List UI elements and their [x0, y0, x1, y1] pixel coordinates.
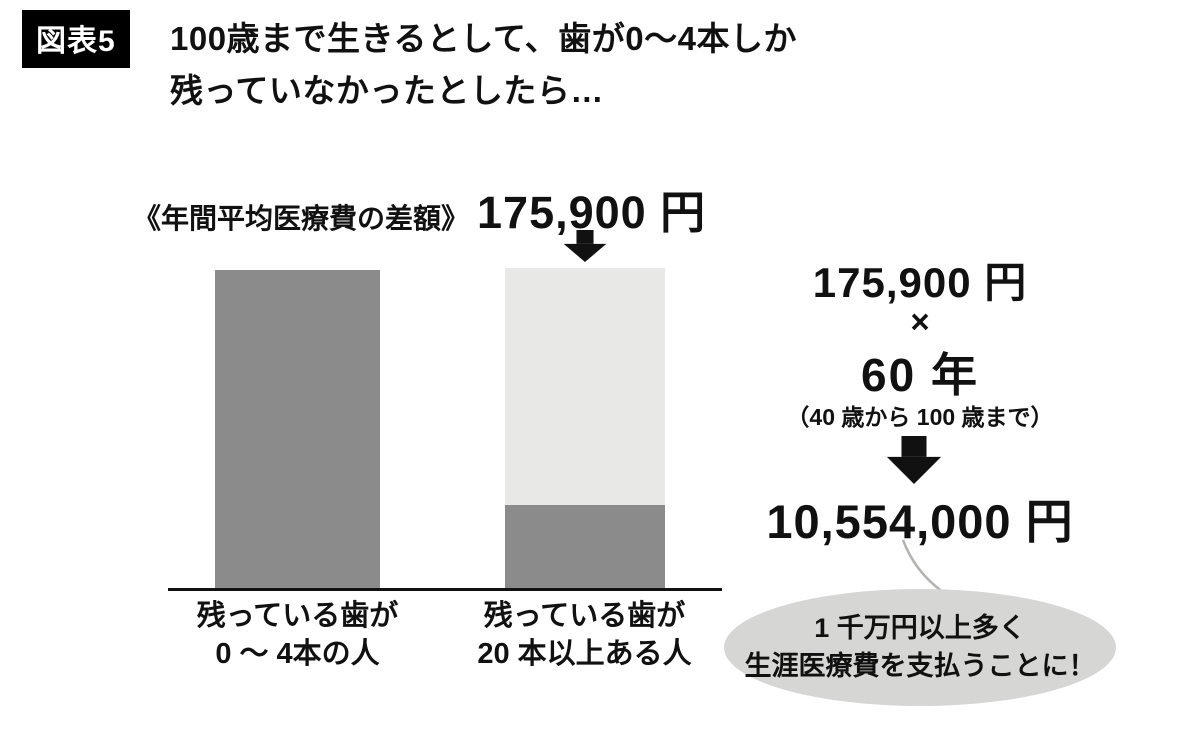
bar-label-teeth-20plus-line2: 20 本以上ある人	[477, 637, 692, 670]
calc-years: 60 年	[861, 349, 979, 401]
callout-line1: 1 千万円以上多く	[814, 612, 1026, 643]
bar-label-teeth-20plus-line1: 残っている歯が	[483, 600, 686, 632]
callout-ellipse: 1 千万円以上多く 生涯医療費を支払うことに！	[724, 589, 1116, 706]
down-arrow-icon	[563, 230, 607, 262]
callout-tail	[901, 539, 944, 594]
figure-title: 100歳まで生きるとして、歯が0〜4本しか 残っていなかったとしたら…	[170, 13, 797, 117]
calc-years-note: （40 歳から 100 歳まで）	[786, 404, 1054, 430]
down-arrow-icon	[886, 436, 942, 484]
bar-label-teeth-0-4-line1: 残っている歯が	[196, 600, 399, 632]
annual-diff-label: 《年間平均医療費の差額》	[133, 203, 470, 234]
annual-diff-value: 175,900 円	[477, 187, 707, 238]
annual-diff-row: 《年間平均医療費の差額》 175,900 円	[133, 176, 706, 241]
figure-title-line2: 残っていなかったとしたら…	[170, 72, 604, 110]
bar-teeth-0-4	[215, 270, 380, 588]
bar-label-teeth-0-4-line2: 0 〜 4本の人	[215, 637, 380, 670]
bar-label-teeth-0-4: 残っている歯が 0 〜 4本の人	[175, 598, 420, 673]
calc-result: 10,554,000 円	[766, 495, 1074, 548]
axis-line	[168, 588, 722, 591]
figure-badge: 図表5	[22, 10, 130, 68]
bar-teeth-20plus-cost-segment	[505, 505, 665, 588]
bar-label-teeth-20plus: 残っている歯が 20 本以上ある人	[462, 598, 707, 673]
callout-line2: 生涯医療費を支払うことに！	[744, 651, 1096, 681]
bar-teeth-20plus-difference-segment	[505, 268, 665, 505]
multiply-sign: ×	[910, 303, 930, 340]
figure-title-line1: 100歳まで生きるとして、歯が0〜4本しか	[170, 20, 797, 57]
calc-amount: 175,900 円	[812, 259, 1028, 306]
